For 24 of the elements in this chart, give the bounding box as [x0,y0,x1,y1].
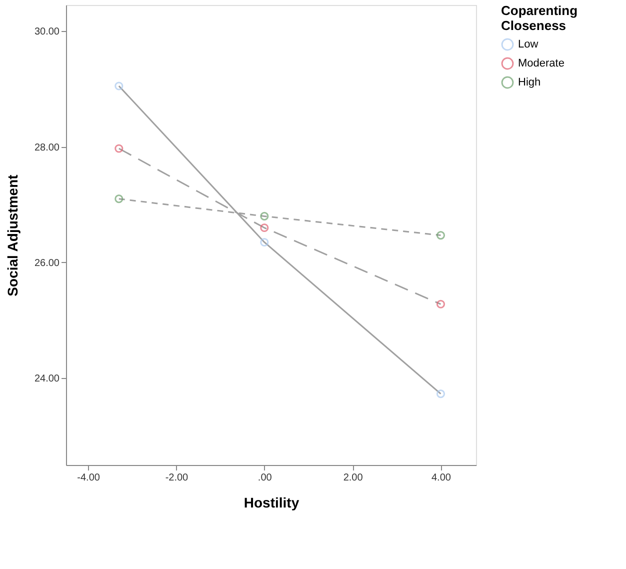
x-tick-label: .00 [258,472,272,484]
legend-label: High [518,76,541,88]
y-tick-label: 24.00 [34,374,60,385]
legend-label: Moderate [518,58,564,70]
point [260,212,269,220]
y-tick-label: 26.00 [34,258,60,269]
x-axis-title: Hostility [244,494,300,510]
legend-label: Low [518,38,538,50]
point [436,390,446,398]
x-tick-label: -2.00 [165,472,189,484]
legend-title: Coparenting Closeness [501,3,578,33]
point [260,223,269,232]
y-axis-title: Social Adjustment [4,174,20,296]
y-tick-label: 30.00 [34,26,60,38]
x-tick-label: 4.00 [431,472,452,484]
point [114,194,124,204]
point [114,144,124,153]
point [436,231,446,240]
x-tick-label: 2.00 [343,472,364,484]
point [260,238,269,247]
point [436,300,446,308]
x-tick-label: -4.00 [77,472,100,484]
point [114,82,124,90]
y-tick-label: 28.00 [34,142,60,154]
